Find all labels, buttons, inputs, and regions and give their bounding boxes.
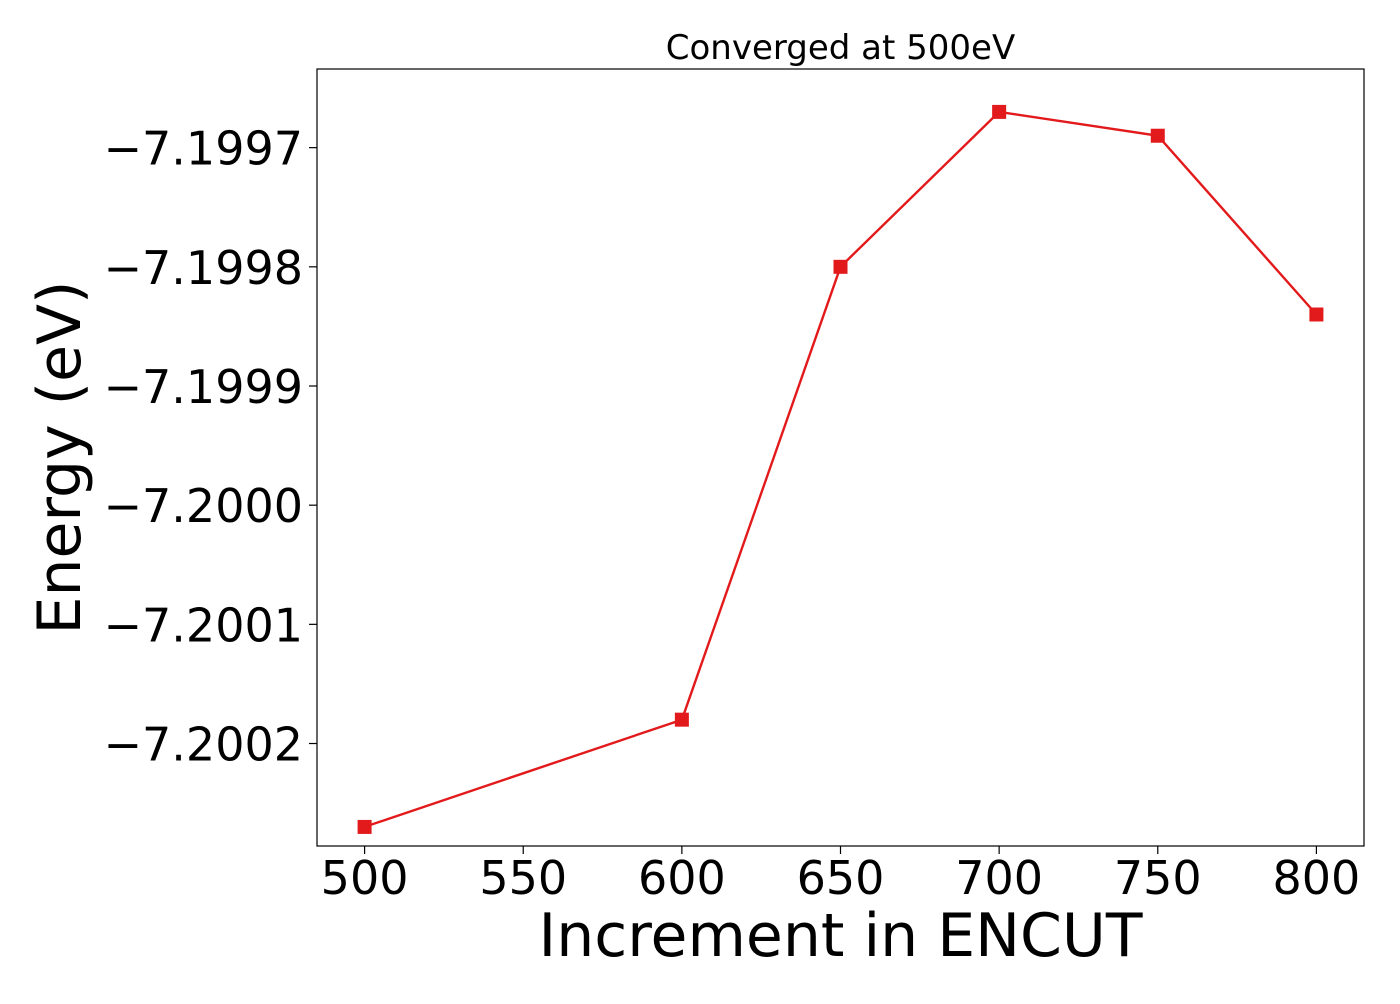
y-tick-label: −7.1999	[104, 360, 304, 414]
y-tick-label: −7.2002	[104, 718, 304, 772]
y-tick-label: −7.2001	[104, 598, 304, 652]
x-tick-label: 600	[638, 851, 726, 905]
y-tick-label: −7.2000	[104, 479, 304, 533]
y-axis-label: Energy (eV)	[25, 281, 95, 635]
y-tick-label: −7.1997	[104, 122, 304, 176]
x-tick-label: 550	[479, 851, 567, 905]
data-point-marker	[833, 259, 848, 274]
data-point-marker	[1150, 128, 1165, 143]
data-point-marker	[1309, 307, 1324, 322]
plot-frame	[316, 68, 1365, 847]
x-axis-label: Increment in ENCUT	[539, 901, 1143, 971]
y-tick-label: −7.1998	[104, 241, 304, 295]
data-point-marker	[992, 104, 1007, 119]
x-tick-label: 750	[1114, 851, 1202, 905]
series-line	[364, 110, 1318, 829]
chart-title: Converged at 500eV	[666, 28, 1015, 68]
x-tick-label: 650	[797, 851, 885, 905]
data-point-marker	[357, 819, 372, 834]
x-tick-label: 800	[1273, 851, 1361, 905]
data-point-marker	[674, 712, 689, 727]
x-tick-label: 500	[321, 851, 409, 905]
x-tick-label: 700	[955, 851, 1043, 905]
